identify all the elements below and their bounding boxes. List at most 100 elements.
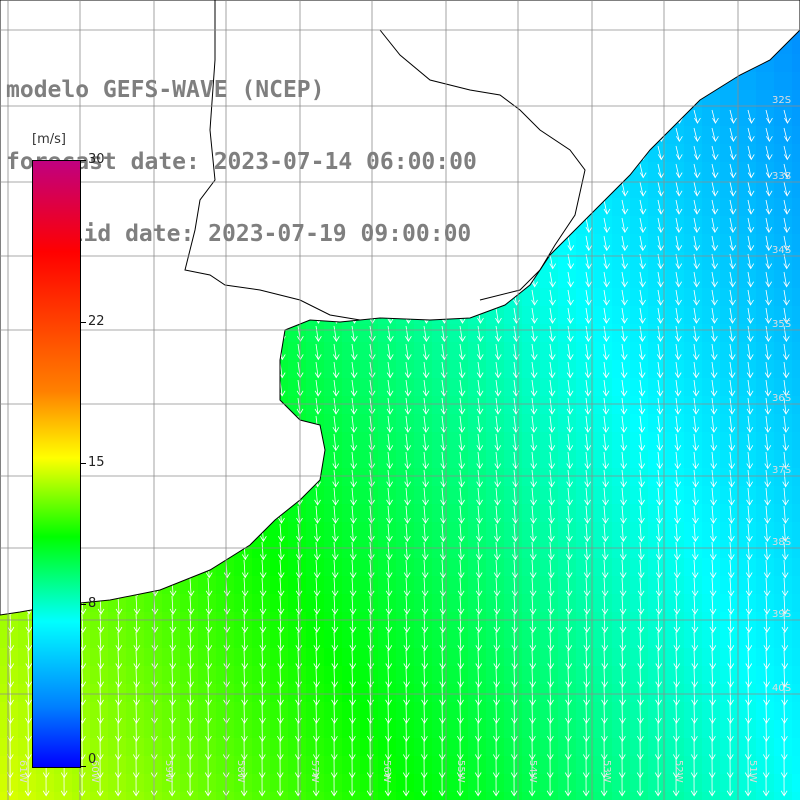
wind-cell <box>594 720 612 738</box>
wind-arrow <box>187 595 195 615</box>
wind-arrow <box>656 469 663 488</box>
wind-cell <box>576 432 594 450</box>
wind-cell <box>558 432 576 450</box>
wind-cell <box>630 432 648 450</box>
wind-cell <box>720 720 738 738</box>
wind-arrow <box>673 595 681 615</box>
wind-arrow <box>403 703 410 724</box>
wind-cell <box>648 702 666 720</box>
wind-arrow <box>259 559 267 579</box>
wind-arrow <box>493 685 500 706</box>
wind-cell <box>540 684 558 702</box>
wind-arrow <box>7 631 15 652</box>
wind-cell <box>504 468 522 486</box>
wind-arrow <box>494 379 502 397</box>
wind-arrow <box>332 451 340 470</box>
wind-arrow <box>747 217 755 233</box>
wind-cell <box>774 774 792 792</box>
wind-cell <box>666 126 684 144</box>
wind-cell <box>720 162 738 180</box>
wind-cell <box>540 378 558 396</box>
wind-cell <box>684 738 702 756</box>
wind-arrow <box>621 199 629 215</box>
wind-cell <box>288 504 306 522</box>
wind-cell <box>684 612 702 630</box>
wind-arrow <box>385 595 393 615</box>
wind-cell <box>648 684 666 702</box>
wind-arrow <box>494 487 501 506</box>
wind-cell <box>342 468 360 486</box>
wind-arrow <box>747 127 755 143</box>
wind-cell <box>594 558 612 576</box>
wind-arrow <box>475 685 482 706</box>
wind-cell <box>468 774 486 792</box>
lon-label: 56W <box>381 760 392 783</box>
wind-cell <box>738 252 756 270</box>
wind-cell <box>504 414 522 432</box>
wind-arrow <box>169 595 177 615</box>
wind-cell <box>720 684 738 702</box>
wind-cell <box>792 540 800 558</box>
wind-arrow <box>421 541 429 561</box>
wind-arrow <box>780 775 788 797</box>
wind-cell <box>522 594 540 612</box>
wind-arrow <box>729 325 736 343</box>
wind-cell <box>414 540 432 558</box>
wind-cell <box>558 252 576 270</box>
wind-arrow <box>746 451 754 470</box>
wind-cell <box>756 342 774 360</box>
wind-arrow <box>332 343 340 361</box>
wind-cell <box>360 396 378 414</box>
wind-arrow <box>97 613 105 633</box>
wind-arrow <box>711 307 718 324</box>
colorbar-tick-mark <box>80 463 86 464</box>
wind-arrow <box>729 289 736 306</box>
wind-arrow <box>781 667 789 688</box>
wind-cell <box>414 342 432 360</box>
colorbar-unit: [m/s] <box>32 132 66 147</box>
wind-cell <box>738 432 756 450</box>
wind-cell <box>702 666 720 684</box>
wind-cell <box>720 234 738 252</box>
wind-cell <box>486 450 504 468</box>
wind-cell <box>162 738 180 756</box>
lat-label: 37S <box>772 465 791 476</box>
wind-cell <box>468 612 486 630</box>
wind-cell <box>270 756 288 774</box>
wind-cell <box>504 504 522 522</box>
wind-arrow <box>459 325 466 343</box>
wind-arrow <box>386 361 394 379</box>
wind-cell <box>360 702 378 720</box>
wind-cell <box>792 162 800 180</box>
wind-arrow <box>386 469 393 488</box>
wind-arrow <box>711 163 719 179</box>
wind-cell <box>342 432 360 450</box>
wind-cell <box>108 666 126 684</box>
wind-cell <box>702 612 720 630</box>
wind-cell <box>612 720 630 738</box>
wind-arrow <box>313 541 321 561</box>
wind-cell <box>468 504 486 522</box>
wind-cell <box>306 558 324 576</box>
lat-label: 40S <box>772 683 791 694</box>
wind-arrow <box>313 649 321 670</box>
wind-arrow <box>529 685 536 706</box>
wind-cell <box>612 756 630 774</box>
lon-label: 59W <box>163 760 174 783</box>
wind-arrow <box>458 505 465 524</box>
wind-cell <box>0 666 18 684</box>
wind-arrow <box>727 649 735 670</box>
wind-cell <box>396 576 414 594</box>
wind-cell <box>504 450 522 468</box>
wind-arrow <box>350 451 358 470</box>
wind-arrow <box>727 595 735 615</box>
wind-cell <box>648 738 666 756</box>
wind-arrow <box>729 127 737 143</box>
wind-arrow <box>421 613 429 633</box>
wind-cell <box>540 450 558 468</box>
wind-arrow <box>673 685 680 706</box>
wind-cell <box>468 648 486 666</box>
wind-cell <box>198 756 216 774</box>
wind-cell <box>576 450 594 468</box>
wind-cell <box>720 288 738 306</box>
